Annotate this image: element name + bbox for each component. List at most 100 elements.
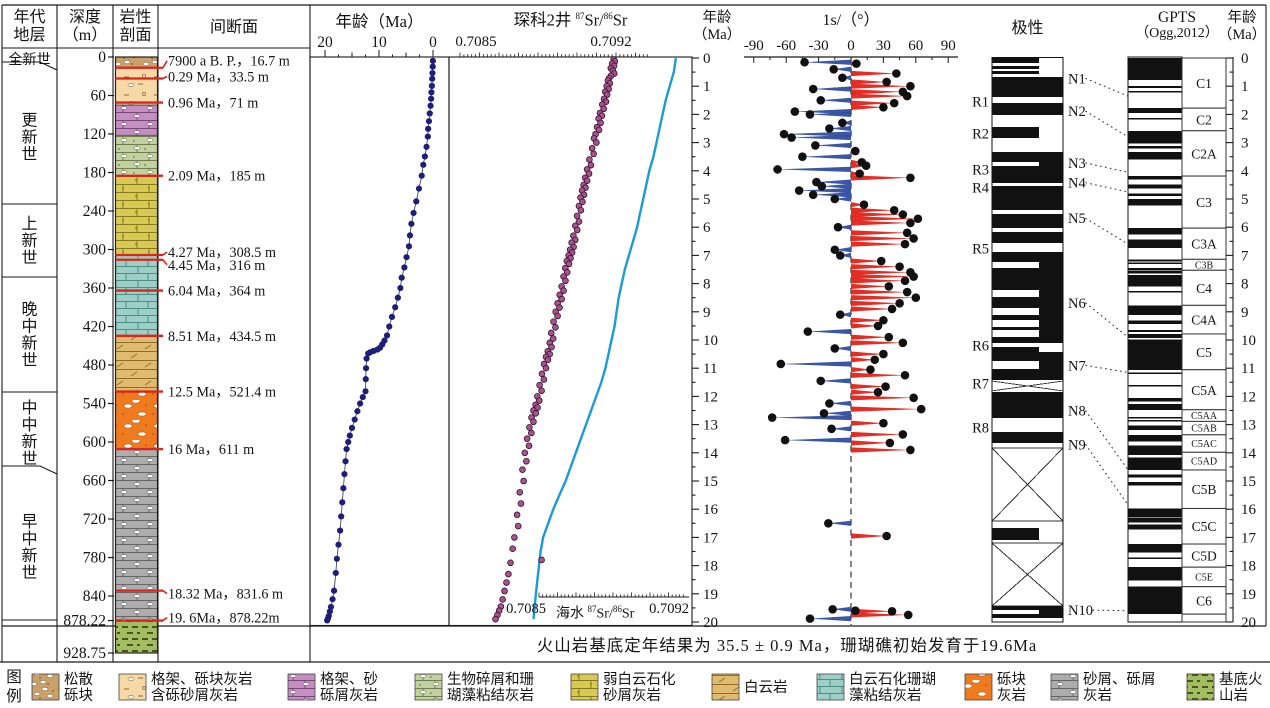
polarity-normal xyxy=(992,369,1063,381)
incl-tick-label: 90 xyxy=(941,38,956,54)
epoch-label-char: 上 xyxy=(21,215,37,233)
incl-data-dot xyxy=(811,141,820,150)
epoch-label: 更新世 xyxy=(21,113,37,164)
sr-data-point xyxy=(547,329,555,337)
age-depth-point xyxy=(429,63,436,70)
incl-data-dot xyxy=(830,245,840,255)
incl-data-dot xyxy=(827,424,836,434)
incl-spike xyxy=(813,86,851,92)
discontinuity-label: 0.96 Ma，71 m xyxy=(168,96,258,112)
incl-data-dot xyxy=(898,338,908,348)
chron-box xyxy=(1181,269,1227,306)
age-depth-point xyxy=(394,294,401,301)
incl-data-dot xyxy=(900,370,910,380)
incl-spike xyxy=(851,79,887,85)
legend-label-line2: 砾屑灰岩 xyxy=(320,687,378,704)
incl-spike xyxy=(851,235,914,242)
incl-tick-label: 60 xyxy=(908,38,923,54)
polarity-cross xyxy=(991,542,1064,607)
legend-swatch-weakdol xyxy=(570,673,599,701)
incl-data-dot xyxy=(898,210,908,219)
lithology-border xyxy=(114,56,159,654)
sr-data-point xyxy=(536,381,543,389)
legend-label-line2: 山岩 xyxy=(1219,687,1248,704)
incl-spike xyxy=(851,269,911,275)
depth-axis: 0 60 120 180 240 300 360 420 480 540 600 660 720 780 8… xyxy=(63,49,114,662)
legend-label-line1: 砾块 xyxy=(997,671,1026,688)
polarity-normal-partial xyxy=(992,127,1039,139)
sr-data-point xyxy=(558,295,565,303)
incl-spike xyxy=(833,66,851,72)
chron-label: C5A xyxy=(1191,383,1217,398)
age-depth-point xyxy=(386,323,393,330)
incl-spike xyxy=(804,59,851,65)
sr-data-point xyxy=(595,126,603,134)
chron-label: C2 xyxy=(1196,112,1212,127)
incl-data-dot xyxy=(916,404,926,414)
sr-data-point xyxy=(523,435,531,443)
legend-label: 白云岩 xyxy=(744,679,788,696)
legend-label-line1: 生物碎屑和珊 xyxy=(447,671,534,688)
right-age-tick-label: 14 xyxy=(1241,446,1257,462)
depth-tick-label: 0 xyxy=(98,49,106,66)
gpts-normal-bar xyxy=(1128,404,1182,410)
sr-data-point xyxy=(505,570,512,578)
legend-label-line2: 灰岩 xyxy=(997,687,1026,704)
discontinuities: 7900 a B. P.，16.7 m0.29 Ma，33.5 m 0.96 Ma… xyxy=(115,54,290,627)
mid-age-tick-label: 5 xyxy=(703,192,711,208)
sr-data-point xyxy=(586,156,593,163)
n-gpts-connector xyxy=(1084,410,1129,471)
age-plot-box xyxy=(309,56,450,627)
gpts-normal-bar xyxy=(1128,290,1182,293)
age-depth-point xyxy=(363,355,370,362)
legend-swatch-volc xyxy=(1186,673,1215,701)
n-marker-label: N2 xyxy=(1068,104,1086,120)
incl-data-dot xyxy=(800,57,809,67)
epoch-label-char: 中 xyxy=(21,318,37,336)
incl-data-dot xyxy=(889,98,899,108)
incl-data-dot xyxy=(779,129,789,139)
legend-label-line1: 基底火 xyxy=(1219,671,1263,688)
legend-label-line1: 格架、砂 xyxy=(320,671,378,688)
polarity-normal xyxy=(992,314,1063,320)
incl-spike xyxy=(851,93,908,99)
mid-age-tick-label: 8 xyxy=(703,277,711,293)
age-depth-point xyxy=(403,254,410,261)
incl-spike xyxy=(842,120,851,126)
age-depth-point xyxy=(339,499,346,506)
sr-data-point xyxy=(516,488,524,496)
incl-spike xyxy=(851,447,911,453)
discontinuity-label: 7900 a B. P.，16.7 m xyxy=(168,54,290,70)
polarity-normal-partial xyxy=(992,347,1039,353)
incl-spike xyxy=(851,171,860,177)
legend-label-line2: 含砾砂屑灰岩 xyxy=(151,687,238,704)
n-gpts-connector xyxy=(1084,444,1129,506)
sr-data-point xyxy=(535,397,543,404)
discontinuity-label: 16 Ma，611 m xyxy=(168,442,254,458)
incl-data-dot xyxy=(803,327,813,336)
chron-label: C5AA xyxy=(1191,411,1218,422)
right-age-tick-label: 20 xyxy=(1241,615,1256,631)
sr-data-point xyxy=(585,170,593,177)
legend-label-line1: 砂屑、砾屑 xyxy=(1083,671,1156,688)
incl-data-dot xyxy=(851,606,860,616)
discontinuity-label: 19. 6Ma，878.22m xyxy=(168,611,280,627)
gpts-normal-bar xyxy=(1128,118,1182,120)
seawater-label-sup1: 87 xyxy=(587,604,597,614)
sr-data-point xyxy=(517,500,525,507)
incl-data-dot xyxy=(892,69,901,78)
incl-spike xyxy=(780,361,851,367)
epoch-label-char: 中 xyxy=(21,399,37,417)
sr-data-point xyxy=(499,596,506,603)
incl-spike xyxy=(851,533,887,539)
lithology-column xyxy=(114,56,159,654)
lithology-layer-block xyxy=(115,391,158,450)
gpts-title-line2: （Ogg,2012） xyxy=(1135,26,1219,41)
n-gpts-connector xyxy=(1085,302,1129,338)
n-gpts-connector xyxy=(1092,609,1129,612)
incl-spike xyxy=(851,395,914,401)
seawater-label-mid: Sr/ xyxy=(596,606,613,622)
gpts-normal-bar xyxy=(1128,305,1182,315)
incl-data-dot xyxy=(780,435,790,445)
incl-data-dot xyxy=(861,161,871,171)
